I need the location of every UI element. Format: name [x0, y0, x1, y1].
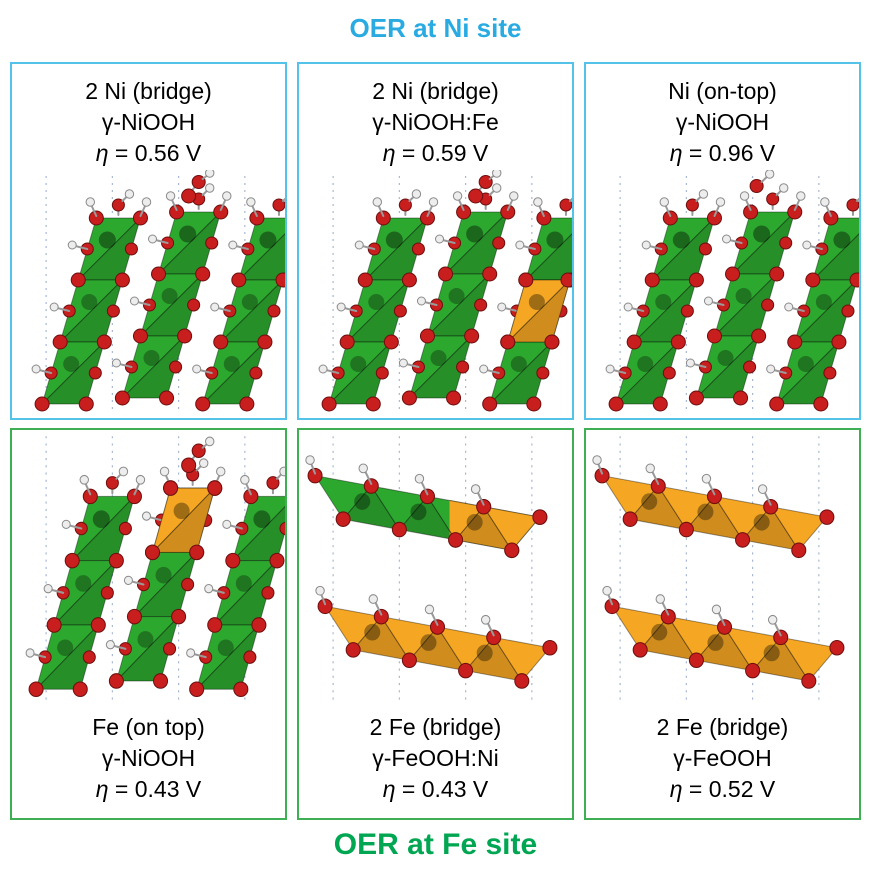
niooh-layers	[32, 184, 285, 411]
panel-caption: 2 Ni (bridge) γ-NiOOH η = 0.56 V	[12, 64, 285, 170]
overpotential-label: η = 0.43 V	[382, 776, 489, 802]
structure-image	[12, 170, 285, 418]
overpotential-label: η = 0.96 V	[669, 140, 776, 166]
niooh-layers	[26, 459, 285, 697]
overpotential-label: η = 0.56 V	[95, 140, 202, 166]
feooh-layers	[591, 454, 845, 690]
panel-caption: 2 Ni (bridge) γ-NiOOH:Fe η = 0.59 V	[299, 64, 572, 170]
site-label: 2 Ni (bridge)	[372, 78, 499, 104]
panel-2fe-bridge-feooh-ni: 2 Fe (bridge) γ-FeOOH:Ni η = 0.43 V	[297, 428, 574, 820]
panel-2ni-bridge-niooh: 2 Ni (bridge) γ-NiOOH η = 0.56 V	[10, 62, 287, 420]
panel-2fe-bridge-feooh: 2 Fe (bridge) γ-FeOOH η = 0.52 V	[584, 428, 861, 820]
phase-label: γ-FeOOH	[673, 745, 772, 771]
fe-dopant-octahedron	[507, 279, 571, 343]
niooh-layers	[606, 184, 859, 411]
structure-image	[299, 430, 572, 710]
oxygen-atoms	[144, 480, 223, 561]
fe-site-title: OER at Fe site	[333, 828, 538, 861]
oxygen-atoms	[500, 272, 572, 350]
structure-image	[586, 430, 859, 710]
structure-image	[299, 170, 572, 418]
site-label: 2 Fe (bridge)	[656, 714, 789, 740]
fe-site-row: Fe (on top) γ-NiOOH η = 0.43 V	[10, 428, 861, 820]
panel-fe-ontop-niooh: Fe (on top) γ-NiOOH η = 0.43 V	[10, 428, 287, 820]
panel-2ni-bridge-niooh-fe: 2 Ni (bridge) γ-NiOOH:Fe η = 0.59 V	[297, 62, 574, 420]
feooh-lower-layer	[314, 585, 558, 690]
overpotential-label: η = 0.52 V	[669, 776, 776, 802]
phase-label: γ-NiOOH	[675, 109, 770, 135]
site-label: 2 Fe (bridge)	[369, 714, 502, 740]
structure-image	[12, 430, 285, 710]
overpotential-label: η = 0.43 V	[95, 776, 202, 802]
panel-caption: Fe (on top) γ-NiOOH η = 0.43 V	[12, 710, 285, 818]
phase-label: γ-FeOOH:Ni	[372, 745, 499, 771]
phase-label: γ-NiOOH	[101, 745, 196, 771]
overpotential-label: η = 0.59 V	[382, 140, 489, 166]
oo-adsorbate	[180, 436, 215, 474]
panel-caption: Ni (on-top) γ-NiOOH η = 0.96 V	[586, 64, 859, 170]
panel-ni-ontop-niooh: Ni (on-top) γ-NiOOH η = 0.96 V	[584, 62, 861, 420]
site-label: Ni (on-top)	[668, 78, 777, 104]
oh-adsorbate	[749, 170, 775, 193]
panel-caption: 2 Fe (bridge) γ-FeOOH:Ni η = 0.43 V	[299, 710, 572, 818]
site-label: Fe (on top)	[92, 714, 205, 740]
phase-label: γ-NiOOH:Fe	[372, 109, 499, 135]
ni-site-row: 2 Ni (bridge) γ-NiOOH η = 0.56 V	[10, 62, 861, 420]
structure-image	[586, 170, 859, 418]
ni-site-title: OER at Ni site	[349, 13, 522, 43]
panel-caption: 2 Fe (bridge) γ-FeOOH η = 0.52 V	[586, 710, 859, 818]
fe-site-octahedron	[151, 487, 216, 553]
phase-label: γ-NiOOH	[101, 109, 196, 135]
site-label: 2 Ni (bridge)	[85, 78, 212, 104]
